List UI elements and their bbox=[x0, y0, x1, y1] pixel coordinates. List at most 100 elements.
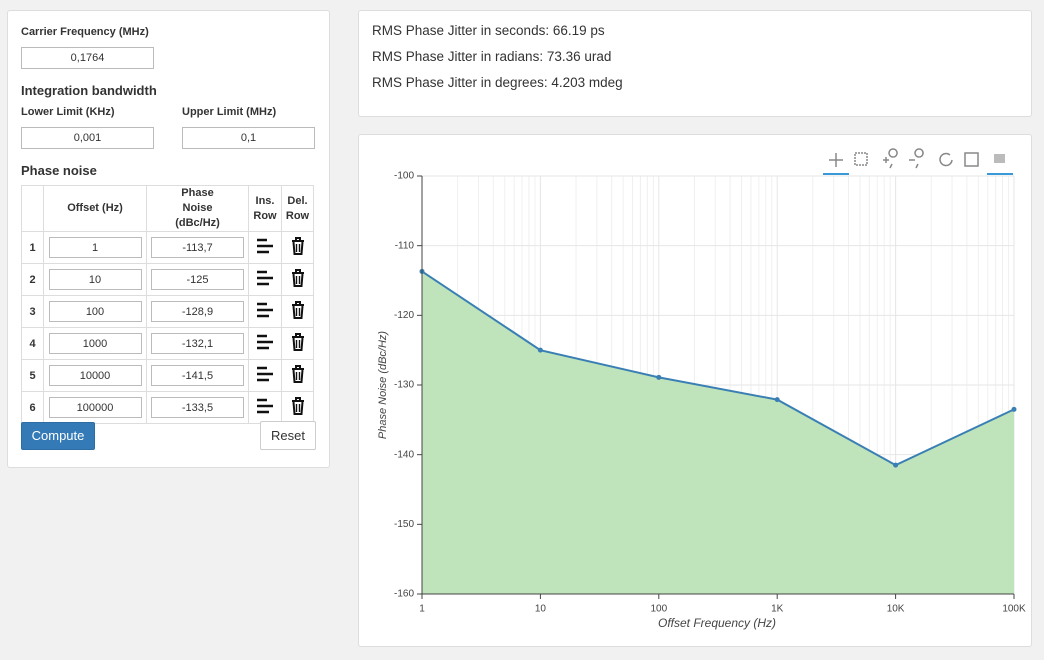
noise-input[interactable]: -128,9 bbox=[151, 301, 244, 322]
offset-input[interactable]: 10000 bbox=[48, 365, 142, 386]
cell: 10000 bbox=[43, 359, 147, 392]
delete-row-icon[interactable] bbox=[290, 268, 306, 288]
x-axis-label: Offset Frequency (Hz) bbox=[658, 616, 776, 630]
header: Ins. Row bbox=[248, 185, 282, 232]
result: RMS Phase Jitter in degrees: 4.203 mdeg bbox=[372, 75, 623, 90]
y-tick-label: -140 bbox=[394, 449, 414, 460]
table-row: 5 10000 -141,5 bbox=[21, 359, 314, 392]
noise-input[interactable]: -133,5 bbox=[151, 397, 244, 418]
point bbox=[537, 347, 543, 353]
x-tick-label: 1 bbox=[419, 604, 425, 615]
section-title: Integration bandwidth bbox=[21, 83, 157, 98]
offset-input[interactable]: 100 bbox=[48, 301, 142, 322]
y-tick-label: -120 bbox=[394, 310, 414, 321]
header bbox=[21, 185, 44, 232]
cell: 100000 bbox=[43, 391, 147, 424]
point bbox=[893, 462, 899, 468]
offset-input[interactable]: 1000 bbox=[48, 333, 142, 354]
cell bbox=[281, 231, 314, 264]
reset-button[interactable]: Reset bbox=[260, 421, 316, 450]
result: RMS Phase Jitter in seconds: 66.19 ps bbox=[372, 23, 605, 38]
y-tick-label: -100 bbox=[394, 171, 414, 182]
save-icon[interactable] bbox=[964, 152, 979, 167]
cell: -141,5 bbox=[146, 359, 249, 392]
delete-row-icon[interactable] bbox=[290, 236, 306, 256]
zoom-out-icon[interactable] bbox=[909, 148, 924, 169]
cell: -125 bbox=[146, 263, 249, 296]
row-number: 5 bbox=[21, 359, 44, 392]
cell: -132,1 bbox=[146, 327, 249, 360]
point bbox=[1011, 406, 1017, 412]
result: RMS Phase Jitter in radians: 73.36 urad bbox=[372, 49, 612, 64]
hover-icon[interactable] bbox=[994, 154, 1005, 163]
section-title: Phase noise bbox=[21, 163, 97, 178]
cell: -128,9 bbox=[146, 295, 249, 328]
header: Phase Noise (dBc/Hz) bbox=[146, 185, 249, 232]
box-zoom-icon[interactable] bbox=[854, 152, 868, 166]
noise-input[interactable]: -125 bbox=[151, 269, 244, 290]
insert-row-icon[interactable] bbox=[255, 268, 275, 288]
input[interactable]: 0,1764 bbox=[21, 47, 154, 69]
insert-row-icon[interactable] bbox=[255, 396, 275, 416]
x-tick-label: 100 bbox=[650, 604, 667, 615]
table-row: 4 1000 -132,1 bbox=[21, 327, 314, 360]
cell: 10 bbox=[43, 263, 147, 296]
header: Del. Row bbox=[281, 185, 314, 232]
y-axis-label: Phase Noise (dBc/Hz) bbox=[377, 331, 389, 440]
delete-row-icon[interactable] bbox=[290, 300, 306, 320]
y-tick-label: -160 bbox=[394, 589, 414, 600]
cell bbox=[281, 359, 314, 392]
insert-row-icon[interactable] bbox=[255, 364, 275, 384]
cell bbox=[248, 359, 282, 392]
results-panel: RMS Phase Jitter in seconds: 66.19 ps RM… bbox=[358, 10, 1032, 117]
line bbox=[421, 270, 1015, 467]
table-row: 2 10 -125 bbox=[21, 263, 314, 296]
pan-icon[interactable] bbox=[829, 153, 843, 167]
offset-input[interactable]: 10 bbox=[48, 269, 142, 290]
row-number: 2 bbox=[21, 263, 44, 296]
y-tick-label: -110 bbox=[395, 240, 415, 251]
offset-input[interactable]: 1 bbox=[48, 237, 142, 258]
cell: 1000 bbox=[43, 327, 147, 360]
x-tick-label: 100K bbox=[1002, 604, 1026, 615]
input[interactable]: 0,1 bbox=[182, 127, 315, 149]
cell bbox=[281, 263, 314, 296]
row-number: 6 bbox=[21, 391, 44, 424]
phase-noise-table: Offset (Hz) Phase Noise (dBc/Hz) Ins. Ro… bbox=[21, 185, 314, 424]
cell bbox=[248, 327, 282, 360]
row-number: 4 bbox=[21, 327, 44, 360]
label: Carrier Frequency (MHz) bbox=[21, 26, 149, 38]
cell: 100 bbox=[43, 295, 147, 328]
noise-input[interactable]: -113,7 bbox=[151, 237, 244, 258]
input[interactable]: 0,001 bbox=[21, 127, 154, 149]
insert-row-icon[interactable] bbox=[255, 236, 275, 256]
cell bbox=[281, 327, 314, 360]
noise-input[interactable]: -132,1 bbox=[151, 333, 244, 354]
insert-row-icon[interactable] bbox=[255, 300, 275, 320]
cell bbox=[281, 295, 314, 328]
compute-button[interactable]: Compute bbox=[21, 422, 95, 450]
cell: -113,7 bbox=[146, 231, 249, 264]
cell: 1 bbox=[43, 231, 147, 264]
x-tick-label: 10K bbox=[887, 604, 905, 615]
label: Upper Limit (MHz) bbox=[182, 106, 277, 118]
cell bbox=[248, 231, 282, 264]
cell bbox=[248, 391, 282, 424]
reset-icon[interactable] bbox=[939, 152, 953, 167]
row-number: 1 bbox=[21, 231, 44, 264]
noise-input[interactable]: -141,5 bbox=[151, 365, 244, 386]
insert-row-icon[interactable] bbox=[255, 332, 275, 352]
row-number: 3 bbox=[21, 295, 44, 328]
zoom-in-icon[interactable] bbox=[883, 148, 898, 169]
delete-row-icon[interactable] bbox=[290, 332, 306, 352]
x-tick-label: 1K bbox=[771, 604, 784, 615]
cell bbox=[248, 295, 282, 328]
delete-row-icon[interactable] bbox=[290, 396, 306, 416]
offset-input[interactable]: 100000 bbox=[48, 397, 142, 418]
header: Offset (Hz) bbox=[43, 185, 147, 232]
point bbox=[774, 397, 780, 403]
form-panel: Carrier Frequency (MHz) 0,1764 Integrati… bbox=[7, 10, 330, 468]
delete-row-icon[interactable] bbox=[290, 364, 306, 384]
point bbox=[656, 374, 662, 380]
